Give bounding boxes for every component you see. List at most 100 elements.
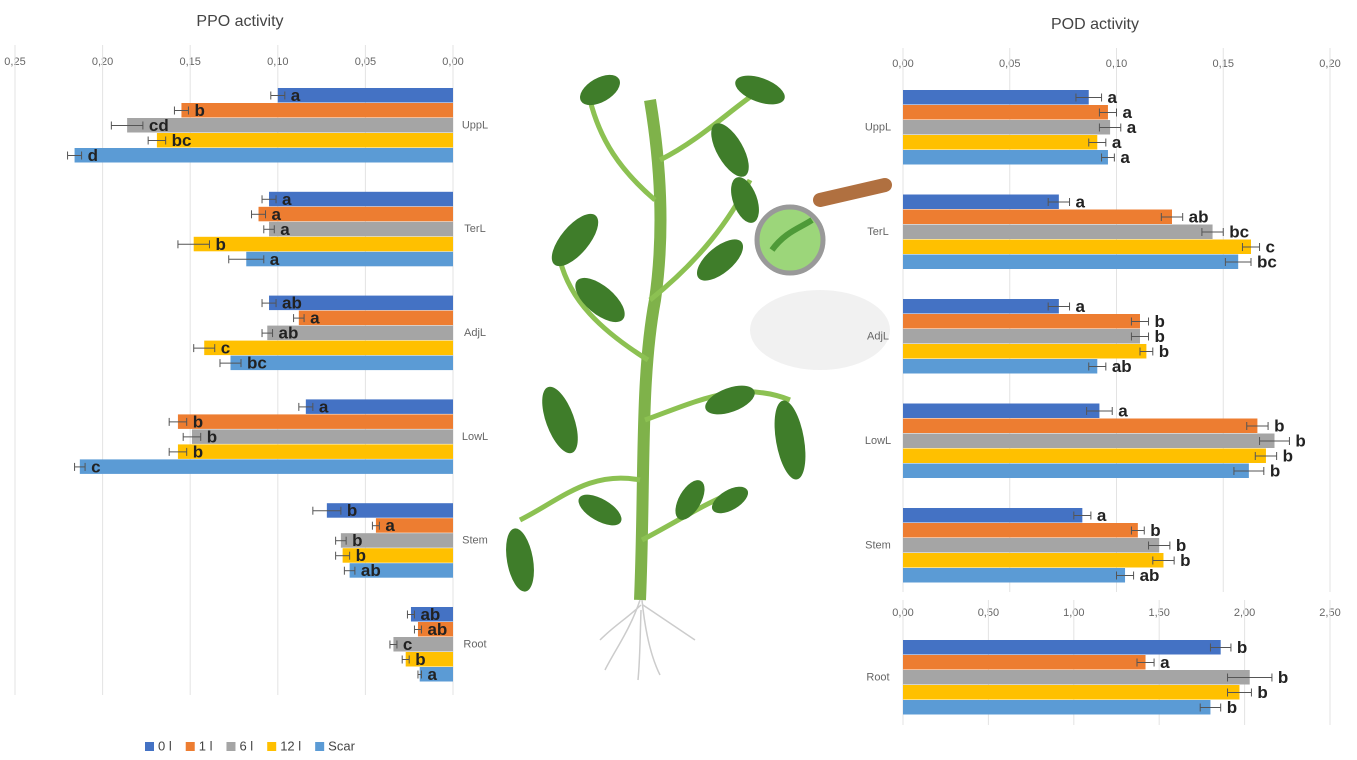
significance-letter: b xyxy=(193,412,203,431)
significance-letter: b xyxy=(356,546,366,565)
significance-letter: a xyxy=(1097,506,1107,525)
bar xyxy=(277,88,453,103)
bar xyxy=(903,90,1089,105)
bar xyxy=(903,508,1083,523)
bar xyxy=(326,503,453,518)
significance-letter: b xyxy=(194,101,204,120)
bar xyxy=(177,444,453,459)
significance-letter: b xyxy=(1257,683,1267,702)
bar xyxy=(298,310,453,326)
bar xyxy=(903,224,1213,239)
significance-letter: a xyxy=(1112,133,1122,152)
bar xyxy=(340,533,453,548)
bar xyxy=(903,314,1140,329)
significance-letter: a xyxy=(270,250,280,269)
category-label: LowL xyxy=(462,431,488,443)
bar xyxy=(903,105,1108,120)
significance-letter: b xyxy=(207,427,217,446)
bar xyxy=(903,359,1098,374)
bar xyxy=(79,459,453,474)
bar xyxy=(156,133,454,148)
bar xyxy=(269,191,453,207)
category-label: Root xyxy=(866,671,889,683)
bar xyxy=(177,414,453,429)
bar xyxy=(181,103,453,118)
significance-letter: a xyxy=(1160,653,1170,672)
bar xyxy=(342,548,453,563)
significance-letter: ab xyxy=(361,561,381,580)
significance-letter: b xyxy=(1155,327,1165,346)
legend-label: 1 l xyxy=(199,738,213,753)
bar xyxy=(903,568,1126,583)
significance-letter: ab xyxy=(427,620,447,639)
significance-letter: a xyxy=(1123,103,1133,122)
legend-label: Scar xyxy=(328,738,355,753)
significance-letter: ab xyxy=(1189,207,1209,226)
significance-letter: b xyxy=(1278,668,1288,687)
legend-swatch xyxy=(226,742,236,751)
legend-swatch xyxy=(185,742,195,751)
significance-letter: b xyxy=(352,531,362,550)
significance-letter: b xyxy=(1227,698,1237,717)
bar xyxy=(375,518,453,533)
bar xyxy=(903,685,1240,700)
significance-letter: b xyxy=(1159,342,1169,361)
bar xyxy=(258,206,453,222)
chart-title: POD activity xyxy=(1051,16,1139,33)
significance-letter: b xyxy=(215,235,225,254)
category-label: Root xyxy=(463,638,486,650)
bar xyxy=(191,429,453,444)
significance-letter: a xyxy=(1076,297,1086,316)
bar xyxy=(903,239,1252,254)
bar xyxy=(204,340,453,356)
bar xyxy=(903,135,1098,150)
bar xyxy=(903,403,1100,418)
significance-letter: b xyxy=(1150,521,1160,540)
plant-illustration xyxy=(506,74,892,681)
category-label: UppL xyxy=(865,121,891,133)
bar xyxy=(903,120,1111,135)
significance-letter: b xyxy=(1283,446,1293,465)
bar xyxy=(903,433,1275,448)
significance-letter: bc xyxy=(247,354,267,373)
bar xyxy=(903,299,1059,314)
bar xyxy=(903,209,1173,224)
category-label: LowL xyxy=(865,435,891,447)
significance-letter: a xyxy=(272,205,282,224)
significance-letter: c xyxy=(91,457,100,476)
bar xyxy=(903,448,1266,463)
significance-letter: b xyxy=(1274,416,1284,435)
bar xyxy=(74,148,454,163)
bar xyxy=(305,399,453,414)
category-label: Stem xyxy=(865,539,891,551)
bar xyxy=(193,236,454,252)
bar xyxy=(410,607,453,622)
bar xyxy=(903,194,1059,209)
category-label: TerL xyxy=(867,226,888,238)
significance-letter: a xyxy=(427,665,437,684)
bar xyxy=(419,667,453,682)
bar xyxy=(349,563,453,578)
bar xyxy=(903,538,1160,553)
significance-letter: b xyxy=(193,442,203,461)
category-label: AdjL xyxy=(464,327,486,339)
significance-letter: a xyxy=(282,190,292,209)
significance-letter: d xyxy=(88,146,98,165)
significance-letter: c xyxy=(403,635,412,654)
significance-letter: a xyxy=(1108,88,1118,107)
significance-letter: a xyxy=(1120,148,1130,167)
category-label: Stem xyxy=(462,535,488,547)
legend-swatch xyxy=(267,742,277,751)
bar xyxy=(417,622,453,637)
significance-letter: b xyxy=(1237,638,1247,657)
significance-letter: a xyxy=(319,397,329,416)
significance-letter: ab xyxy=(279,324,299,343)
legend-label: 0 l xyxy=(158,738,172,753)
bar xyxy=(903,463,1249,478)
legend-swatch xyxy=(145,742,154,751)
bar xyxy=(405,652,453,667)
bar xyxy=(127,118,454,133)
bar xyxy=(903,329,1140,344)
legend-label: 6 l xyxy=(239,738,253,753)
significance-letter: a xyxy=(291,86,301,105)
